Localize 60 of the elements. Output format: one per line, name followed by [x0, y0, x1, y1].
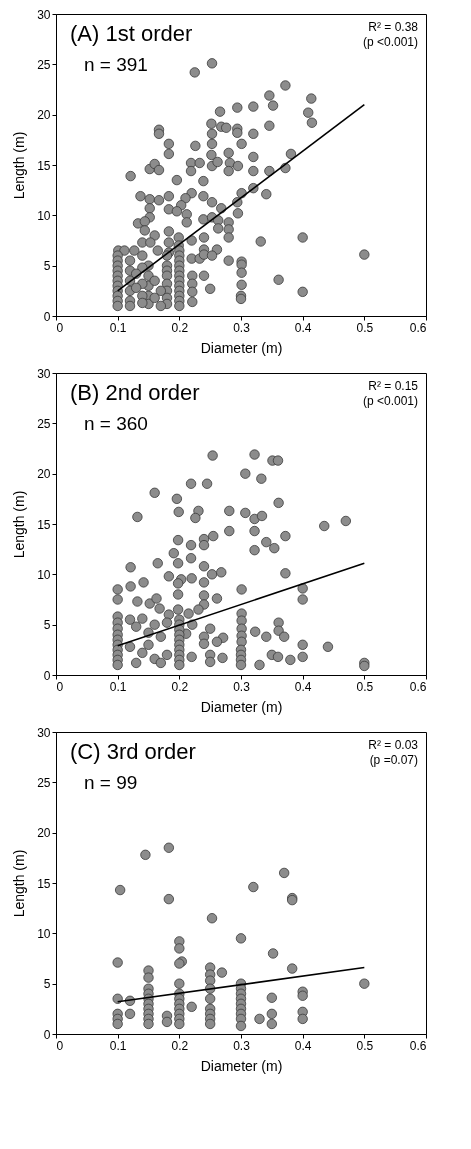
y-tick-label: 10: [37, 567, 51, 582]
x-tick-label: 0.4: [294, 679, 312, 694]
y-tick-label: 5: [43, 259, 51, 274]
annotation: (p <0.001): [362, 394, 418, 408]
x-axis-title: Diameter (m): [200, 339, 283, 356]
y-tick-label: 5: [43, 977, 51, 992]
y-tick-label: 20: [37, 108, 51, 123]
x-tick-label: 0: [56, 320, 64, 335]
y-tick-label: 10: [37, 208, 51, 223]
x-tick-label: 0.5: [356, 320, 374, 335]
x-tick-label: 0.3: [233, 320, 251, 335]
y-tick-label: 25: [37, 57, 51, 72]
y-axis-title: Length (m): [11, 131, 28, 200]
x-tick-label: 0: [56, 1038, 64, 1053]
x-tick-label: 0.6: [409, 320, 427, 335]
chart-title: (C) 3rd order: [70, 739, 196, 764]
y-tick-label: 0: [43, 668, 51, 683]
y-tick-label: 15: [37, 876, 51, 891]
annotation: (p <0.001): [362, 35, 418, 49]
x-tick-label: 0.1: [109, 320, 127, 335]
x-tick-label: 0.2: [171, 679, 189, 694]
y-tick-label: 15: [37, 517, 51, 532]
x-tick-label: 0.3: [233, 679, 251, 694]
y-tick-label: 20: [37, 467, 51, 482]
y-tick-label: 20: [37, 826, 51, 841]
x-tick-label: 0.3: [233, 1038, 251, 1053]
x-tick-label: 0.1: [109, 679, 127, 694]
y-tick-label: 25: [37, 775, 51, 790]
x-tick-label: 0.1: [109, 1038, 127, 1053]
y-tick-label: 5: [43, 618, 51, 633]
chart-title: (A) 1st order: [70, 21, 193, 46]
annotation: (p =0.07): [369, 753, 418, 767]
y-tick-label: 25: [37, 416, 51, 431]
y-tick-label: 30: [37, 725, 51, 740]
annotation: n = 360: [84, 413, 148, 434]
x-tick-label: 0.5: [356, 679, 374, 694]
y-axis-title: Length (m): [11, 849, 28, 918]
y-tick-label: 30: [37, 366, 51, 381]
x-axis-title: Diameter (m): [200, 698, 283, 715]
x-tick-label: 0.6: [409, 679, 427, 694]
y-tick-label: 0: [43, 309, 51, 324]
annotation: R² = 0.15: [368, 379, 419, 393]
chart-title: (B) 2nd order: [70, 380, 200, 405]
y-tick-label: 15: [37, 158, 51, 173]
x-tick-label: 0.6: [409, 1038, 427, 1053]
y-tick-label: 10: [37, 926, 51, 941]
annotation: n = 99: [84, 772, 138, 793]
x-tick-label: 0.4: [294, 1038, 312, 1053]
x-tick-label: 0.2: [171, 1038, 189, 1053]
annotation: R² = 0.03: [368, 738, 419, 752]
x-axis-title: Diameter (m): [200, 1057, 283, 1074]
y-axis-title: Length (m): [11, 490, 28, 559]
annotation: n = 391: [84, 54, 148, 75]
annotation: R² = 0.38: [368, 20, 419, 34]
x-tick-label: 0: [56, 679, 64, 694]
x-tick-label: 0.5: [356, 1038, 374, 1053]
x-tick-label: 0.2: [171, 320, 189, 335]
y-tick-label: 0: [43, 1027, 51, 1042]
y-tick-label: 30: [37, 7, 51, 22]
x-tick-label: 0.4: [294, 320, 312, 335]
